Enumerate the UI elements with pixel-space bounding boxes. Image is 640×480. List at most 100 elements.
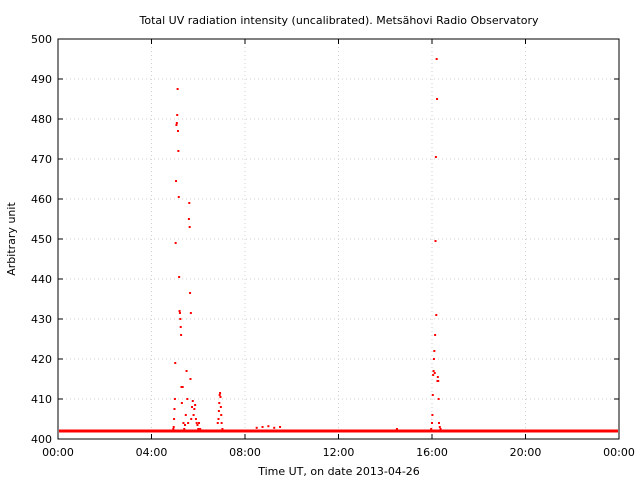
y-tick-label: 490 — [31, 73, 52, 86]
data-point — [177, 196, 180, 198]
data-point — [431, 422, 433, 424]
data-point — [176, 88, 179, 90]
data-point — [217, 418, 220, 420]
x-axis-label: Time UT, on date 2013-04-26 — [257, 465, 420, 478]
data-point — [188, 202, 191, 204]
data-point — [218, 402, 221, 404]
chart-title: Total UV radiation intensity (uncalibrat… — [139, 14, 539, 27]
data-point — [221, 428, 224, 430]
data-point — [179, 318, 182, 320]
data-point — [195, 422, 198, 424]
y-tick-label: 450 — [31, 233, 52, 246]
data-point — [182, 422, 185, 424]
data-point — [435, 58, 438, 60]
data-point — [191, 406, 194, 408]
data-point — [273, 426, 276, 429]
x-tick-label: 12:00 — [323, 446, 355, 459]
data-point — [434, 156, 437, 158]
data-point — [181, 386, 184, 388]
data-points — [59, 58, 618, 433]
data-point — [395, 428, 398, 430]
data-point — [184, 414, 187, 416]
y-tick-label: 430 — [31, 313, 52, 326]
data-point — [432, 370, 435, 372]
data-point — [217, 410, 220, 412]
data-point — [193, 408, 196, 410]
x-axis-tick-labels: 00:00 04:00 08:00 12:00 16:00 20:00 00:00 — [42, 446, 635, 459]
data-point — [196, 424, 199, 426]
data-point — [178, 310, 181, 312]
data-point — [433, 350, 436, 352]
data-point — [194, 418, 197, 420]
y-tick-label: 420 — [31, 353, 52, 366]
data-point — [194, 404, 197, 406]
baseline-data-band — [59, 429, 618, 433]
data-point — [219, 396, 222, 398]
x-tick-label: 00:00 — [603, 446, 635, 459]
data-point — [173, 398, 176, 400]
data-point — [436, 376, 439, 378]
y-tick-label: 460 — [31, 193, 52, 206]
data-point — [174, 362, 177, 364]
data-point — [187, 422, 190, 424]
data-point — [185, 370, 188, 372]
data-point — [199, 428, 202, 430]
data-point — [220, 422, 223, 424]
data-point — [438, 422, 441, 424]
data-point — [176, 114, 179, 116]
data-point — [178, 312, 181, 314]
data-point — [430, 428, 433, 430]
data-point — [279, 426, 282, 428]
data-point — [187, 218, 190, 220]
y-tick-label: 480 — [31, 113, 52, 126]
data-point — [431, 394, 434, 396]
data-point — [433, 372, 436, 374]
data-point — [436, 98, 439, 100]
data-point — [437, 380, 440, 382]
data-point — [179, 326, 182, 328]
data-point — [189, 378, 192, 380]
y-axis-tick-labels: 400 410 420 430 440 450 460 470 480 490 500 — [31, 33, 52, 446]
data-point — [184, 424, 187, 426]
axis-ticks — [57, 38, 620, 440]
data-point — [434, 334, 437, 336]
data-point — [431, 414, 434, 416]
x-tick-label: 04:00 — [136, 446, 168, 459]
data-point — [186, 398, 189, 400]
data-point — [174, 242, 177, 244]
data-point — [435, 314, 438, 316]
x-tick-label: 08:00 — [229, 446, 261, 459]
data-point — [432, 374, 435, 376]
y-axis-label: Arbitrary unit — [5, 202, 18, 276]
data-point — [220, 414, 223, 416]
data-point — [180, 334, 183, 336]
x-tick-label: 00:00 — [42, 446, 74, 459]
data-point — [216, 422, 219, 424]
data-point — [255, 426, 258, 429]
data-point — [190, 418, 193, 420]
data-point — [176, 130, 179, 132]
data-point — [267, 425, 270, 428]
data-point — [178, 276, 181, 278]
y-tick-label: 470 — [31, 153, 52, 166]
x-tick-label: 16:00 — [416, 446, 448, 459]
data-point — [218, 394, 221, 396]
y-tick-label: 440 — [31, 273, 52, 286]
y-tick-label: 500 — [31, 33, 52, 46]
grid — [58, 39, 619, 439]
data-point — [438, 426, 441, 428]
data-point — [175, 180, 178, 182]
data-point — [437, 398, 440, 400]
data-point — [219, 392, 222, 394]
data-point — [175, 124, 178, 126]
data-point — [434, 240, 437, 242]
data-point — [177, 150, 180, 152]
data-point — [192, 414, 195, 416]
y-tick-label: 400 — [31, 433, 52, 446]
data-point — [191, 400, 194, 402]
data-point — [173, 418, 176, 420]
data-point — [219, 406, 222, 408]
data-point — [175, 122, 178, 124]
